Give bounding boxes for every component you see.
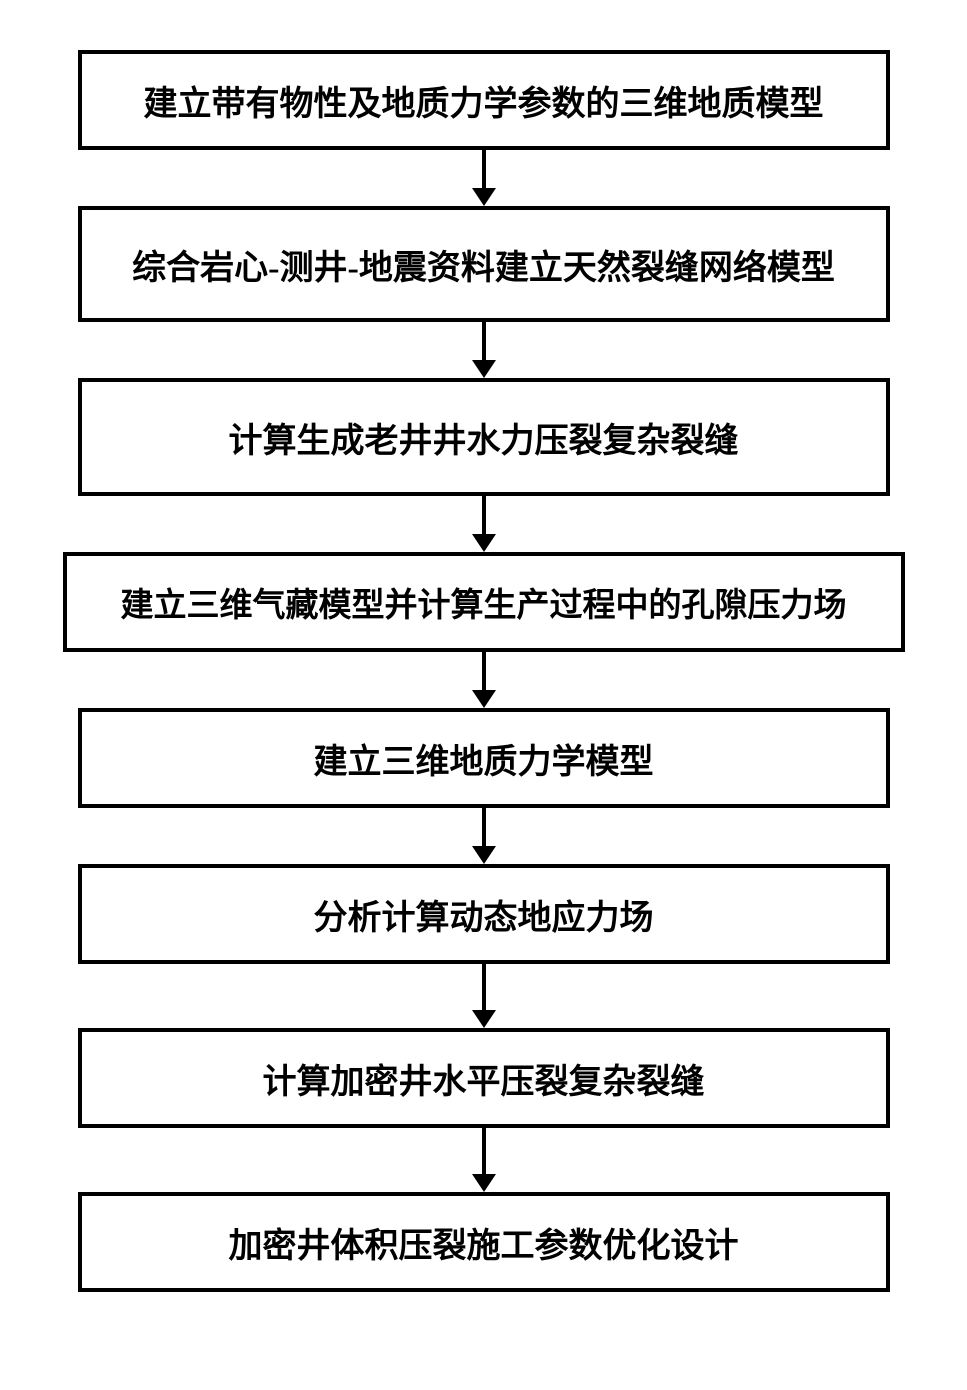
arrow-line <box>482 1128 486 1174</box>
arrow-7 <box>472 1128 496 1192</box>
flowchart-step-7: 计算加密井水平压裂复杂裂缝 <box>78 1028 890 1128</box>
arrow-3 <box>472 496 496 552</box>
arrow-head <box>472 846 496 864</box>
arrow-head <box>472 690 496 708</box>
arrow-line <box>482 322 486 360</box>
arrow-head <box>472 188 496 206</box>
flowchart-step-5: 建立三维地质力学模型 <box>78 708 890 808</box>
arrow-head <box>472 360 496 378</box>
flowchart-container: 建立带有物性及地质力学参数的三维地质模型 综合岩心-测井-地震资料建立天然裂缝网… <box>63 50 905 1292</box>
arrow-2 <box>472 322 496 378</box>
arrow-line <box>482 150 486 188</box>
flowchart-step-3: 计算生成老井井水力压裂复杂裂缝 <box>78 378 890 496</box>
arrow-line <box>482 808 486 846</box>
flowchart-step-2: 综合岩心-测井-地震资料建立天然裂缝网络模型 <box>78 206 890 322</box>
arrow-4 <box>472 652 496 708</box>
arrow-head <box>472 534 496 552</box>
flowchart-step-8: 加密井体积压裂施工参数优化设计 <box>78 1192 890 1292</box>
flowchart-step-4: 建立三维气藏模型并计算生产过程中的孔隙压力场 <box>63 552 905 652</box>
flowchart-step-6: 分析计算动态地应力场 <box>78 864 890 964</box>
arrow-head <box>472 1010 496 1028</box>
arrow-1 <box>472 150 496 206</box>
arrow-5 <box>472 808 496 864</box>
arrow-line <box>482 964 486 1010</box>
arrow-line <box>482 496 486 534</box>
arrow-6 <box>472 964 496 1028</box>
arrow-line <box>482 652 486 690</box>
arrow-head <box>472 1174 496 1192</box>
flowchart-step-1: 建立带有物性及地质力学参数的三维地质模型 <box>78 50 890 150</box>
